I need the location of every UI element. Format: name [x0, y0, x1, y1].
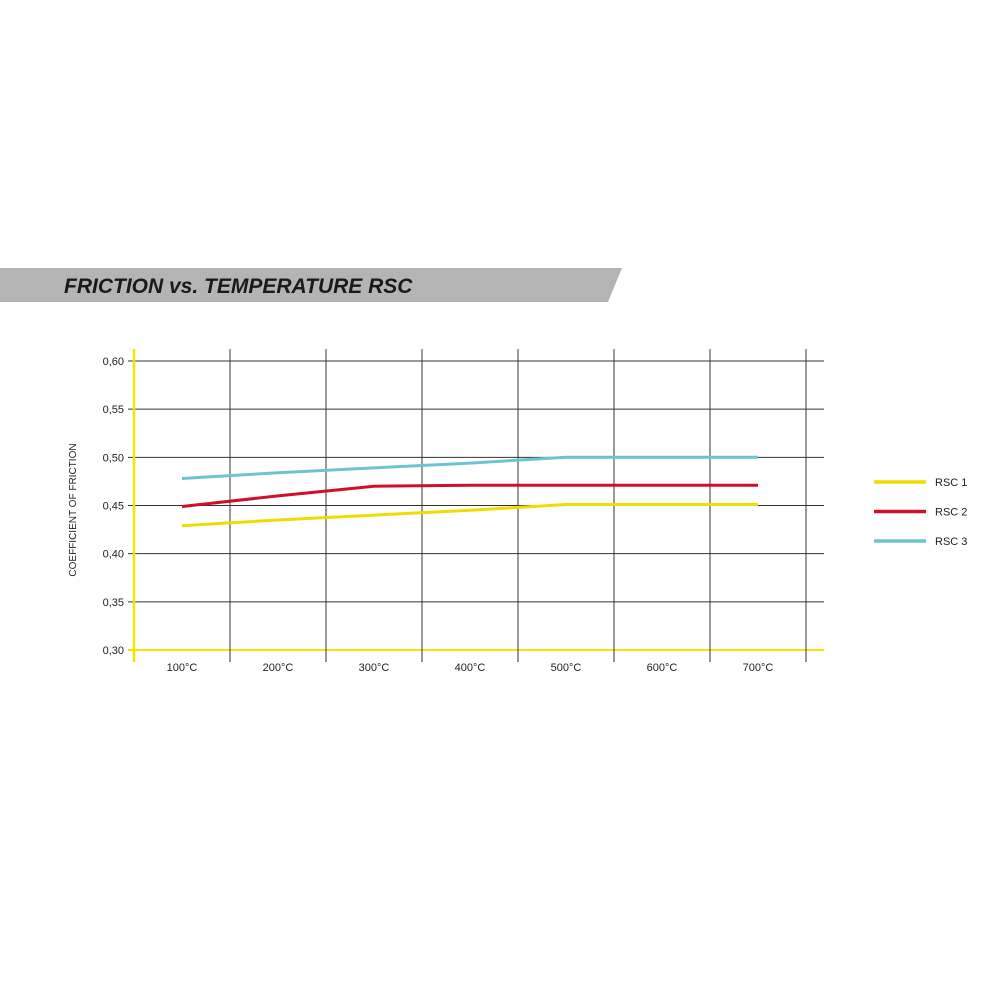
x-tick-label: 200°C	[263, 662, 294, 674]
legend-label: RSC 1	[935, 477, 967, 489]
y-tick-label: 0,35	[103, 597, 124, 609]
series-line-rsc-1	[181, 503, 758, 528]
x-tick-label: 700°C	[743, 662, 774, 674]
series-line-rsc-3	[181, 455, 758, 480]
x-tick-label: 500°C	[551, 662, 582, 674]
chart-title: FRICTION vs. TEMPERATURE RSC	[64, 275, 413, 298]
y-axis-label: COEFFICIENT OF FRICTION	[68, 443, 79, 576]
x-tick-label: 400°C	[455, 662, 486, 674]
y-tick-label: 0,50	[103, 452, 124, 464]
title-banner	[0, 268, 622, 302]
y-tick-label: 0,60	[103, 356, 124, 368]
y-tick-label: 0,45	[103, 501, 124, 513]
x-tick-label: 300°C	[359, 662, 390, 674]
y-tick-label: 0,30	[103, 645, 124, 657]
legend-label: RSC 3	[935, 536, 967, 548]
y-tick-label: 0,55	[103, 404, 124, 416]
y-tick-label: 0,40	[103, 549, 124, 561]
series-line-rsc-2	[181, 483, 758, 508]
x-tick-label: 100°C	[167, 662, 198, 674]
legend-label: RSC 2	[935, 507, 967, 519]
x-tick-label: 600°C	[647, 662, 678, 674]
